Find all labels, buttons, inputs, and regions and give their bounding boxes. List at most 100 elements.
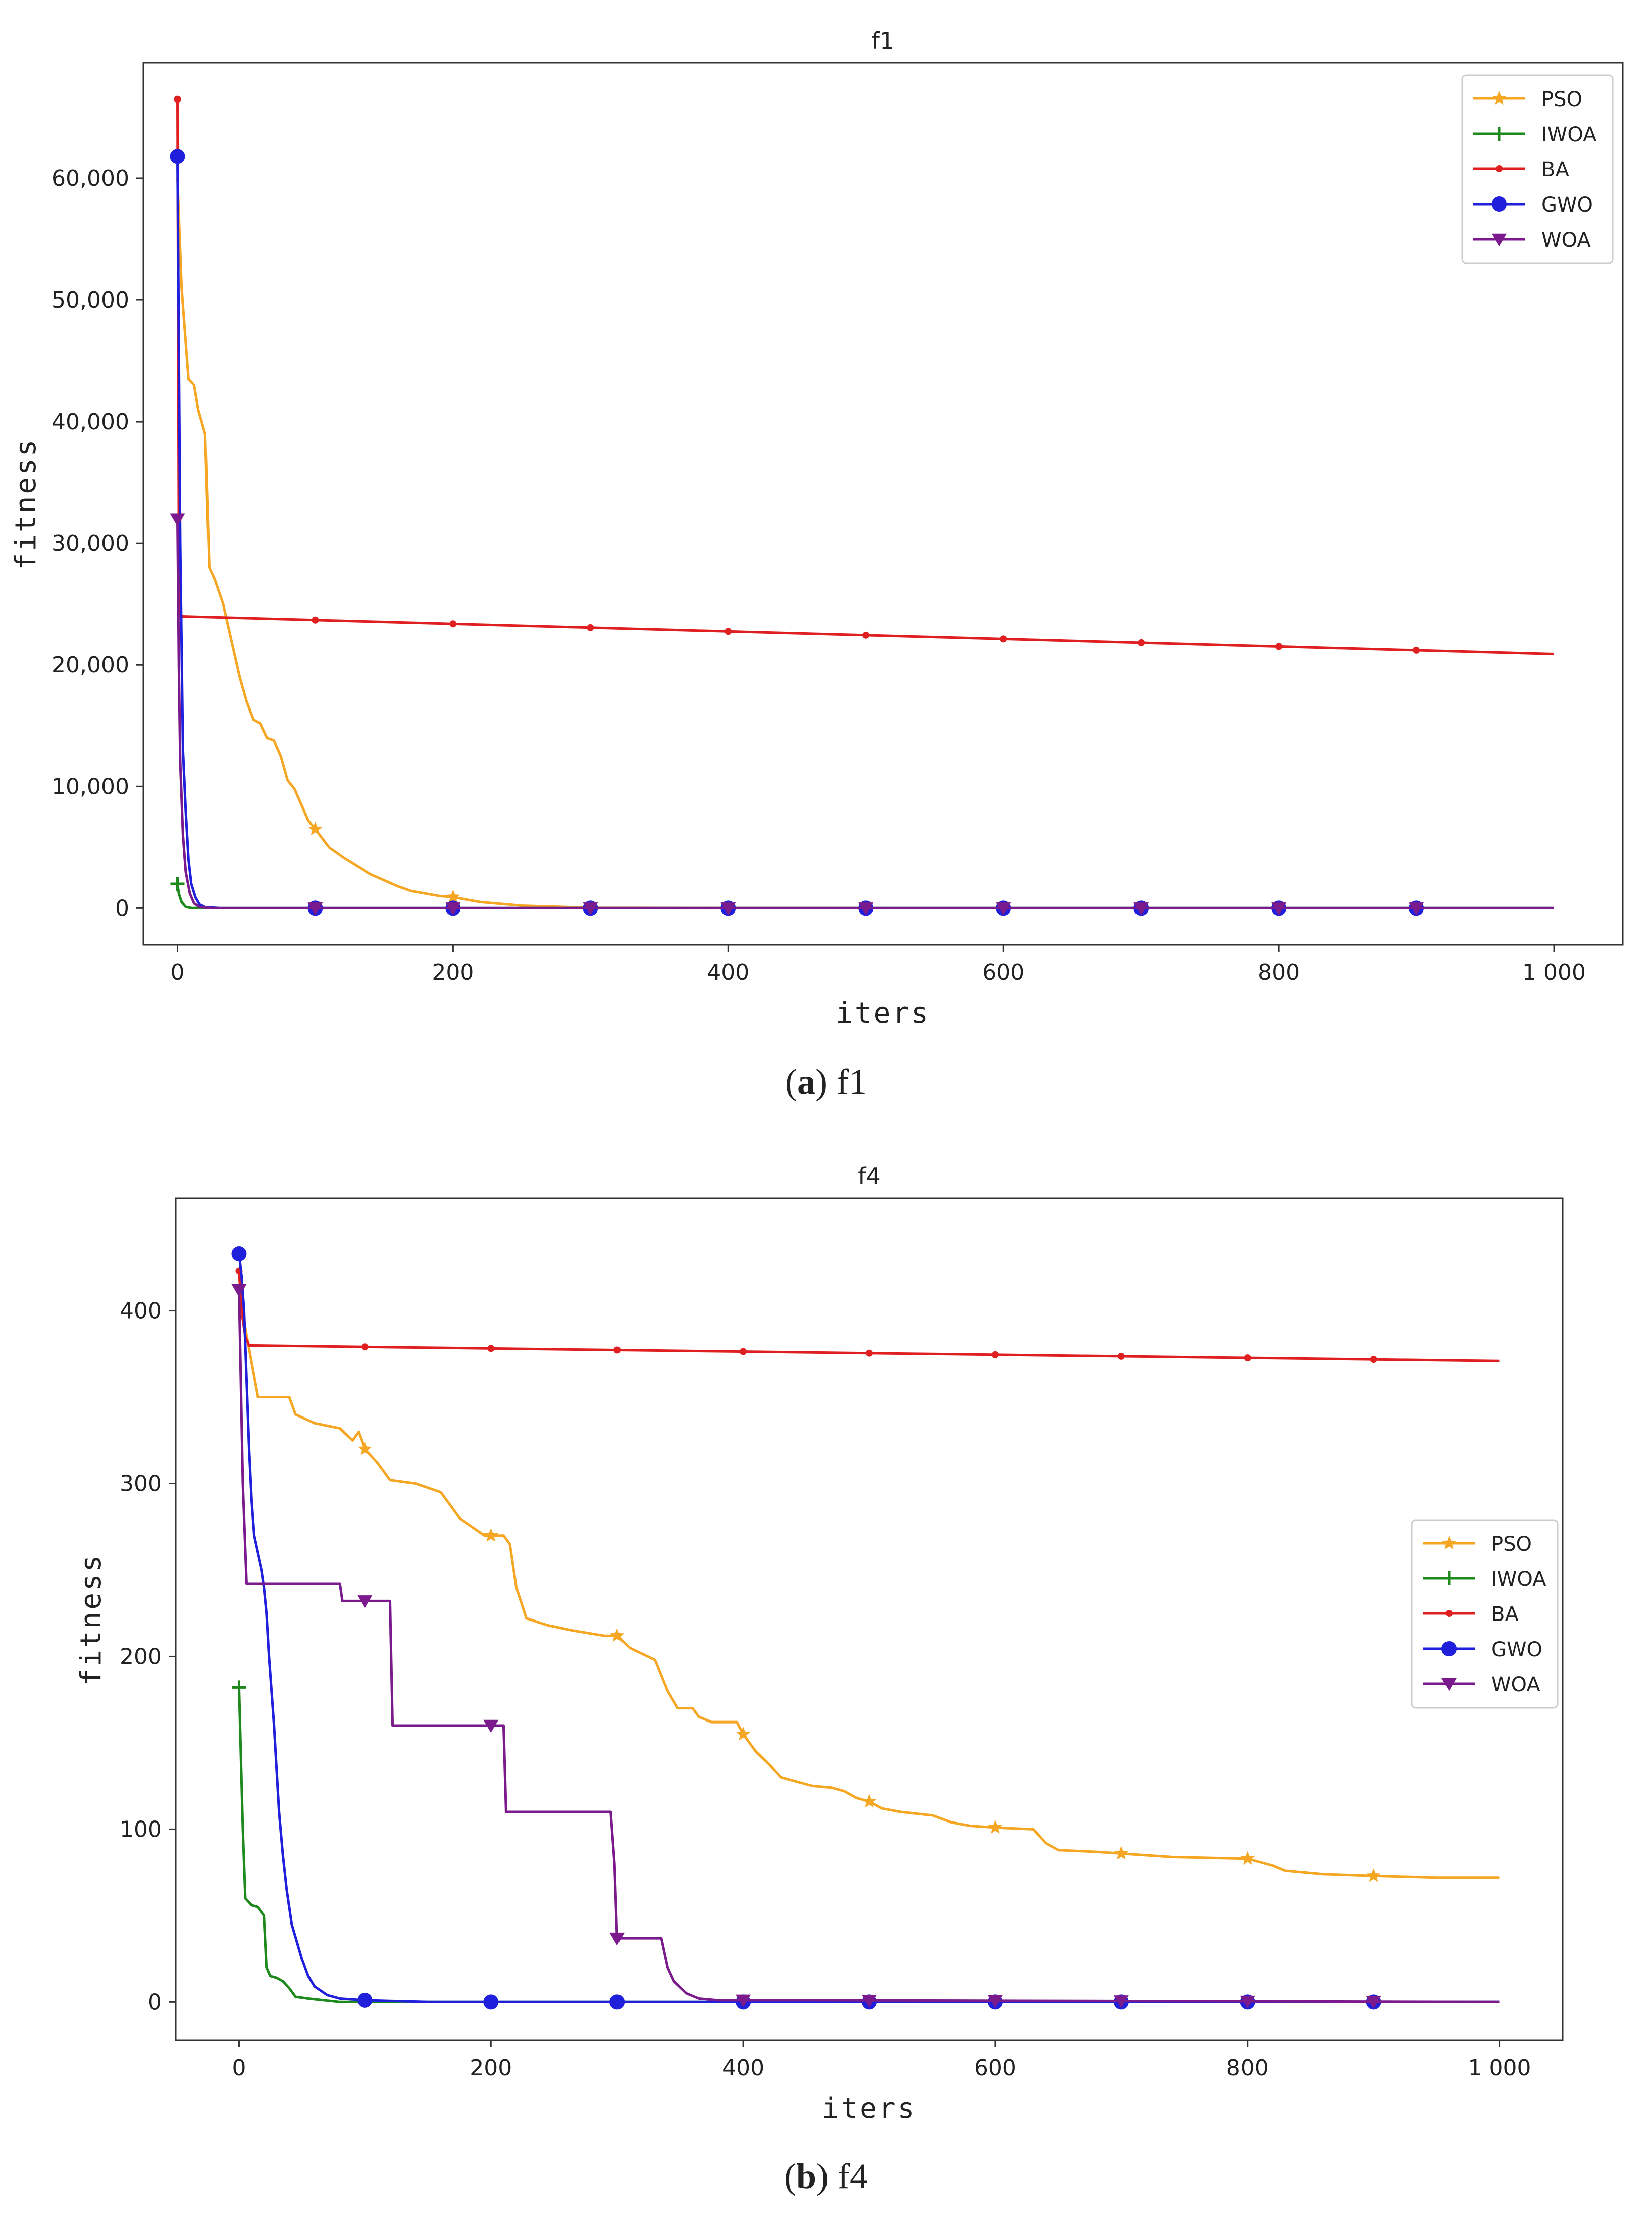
marker-ba [1117,1352,1125,1360]
x-tick-label: 1 000 [1468,2055,1531,2081]
marker-ba [613,1346,621,1354]
chart-f4: f4 0 200 400 600 800 1 000 0 100 200 300 400 iters fi… [75,1163,1564,2125]
marker-woa [583,902,598,916]
marker-woa [720,902,736,916]
legend-marker-pso [1441,1536,1457,1550]
marker-pso [308,822,323,836]
plot-area [170,95,1555,916]
legend-marker-ba [1446,1610,1453,1617]
marker-ba [866,1349,873,1357]
series-woa [231,1284,1500,2009]
marker-gwo [170,149,185,164]
y-axis-label: fitness [10,437,42,570]
marker-ba [725,628,732,635]
marker-woa [307,902,323,916]
marker-woa [231,1284,247,1297]
y-axis-label: fitness [75,1553,108,1685]
marker-ba [991,1351,999,1358]
legend: PSO IWOA BA GWO WOA [1461,74,1614,264]
series-line-pso [238,1276,1500,1879]
axes-frame [175,1197,1564,2041]
y-tick-label: 100 [120,1816,162,1842]
legend-label-pso: PSO [1491,1533,1532,1556]
marker-ba [174,95,181,103]
marker-ba [1413,646,1420,654]
legend-marker-pso [1492,91,1507,105]
marker-gwo [609,1994,625,2010]
legend-label-gwo: GWO [1491,1638,1542,1661]
series-line-woa [176,519,1554,909]
marker-woa [1113,1995,1129,2008]
series-line-woa [238,1290,1500,2003]
caption-a-letter: a [797,1062,816,1102]
marker-iwoa [232,1680,246,1695]
legend-marker-iwoa [1492,127,1506,141]
y-tick-label: 20,000 [52,652,129,678]
series-line-iwoa [238,1687,1500,2003]
marker-woa [736,1994,751,2008]
series-iwoa [232,1680,1500,2003]
marker-ba [487,1345,495,1352]
x-tick-label: 400 [707,960,749,985]
marker-woa [609,1932,625,1946]
legend-label-iwoa: IWOA [1491,1568,1546,1591]
legend: PSO IWOA BA GWO WOA [1411,1519,1559,1709]
x-tick-label: 600 [982,960,1024,985]
series-line-gwo [238,1253,1500,2003]
marker-woa [170,513,185,527]
marker-ba [1000,635,1007,643]
chart-title: f1 [872,27,894,54]
x-axis-label: iters [836,997,931,1030]
legend-marker-gwo [1441,1641,1457,1656]
marker-ba [312,616,319,624]
marker-ba [862,631,870,639]
legend-marker-ba [1496,165,1503,172]
marker-pso [446,889,460,903]
marker-pso [484,1528,498,1542]
y-tick-label: 10,000 [52,774,129,799]
marker-gwo [231,1246,247,1262]
marker-woa [445,902,461,916]
marker-ba [740,1348,747,1355]
legend-box [1411,1519,1559,1709]
marker-pso [358,1441,372,1455]
legend-box [1461,74,1614,264]
marker-pso [988,1820,1003,1834]
x-tick-label: 0 [232,2055,246,2081]
legend-label-gwo: GWO [1541,193,1593,217]
marker-gwo [357,1992,373,2008]
x-tick-label: 400 [722,2055,764,2081]
y-tick-label: 40,000 [52,409,129,435]
plot-area [231,1246,1500,2010]
marker-ba [1244,1354,1251,1362]
marker-ba [361,1343,369,1351]
marker-ba [1138,639,1145,646]
marker-ba [1370,1356,1377,1363]
caption-b-text: ) f4 [816,2156,868,2196]
caption-a: (a) f1 [785,1062,867,1102]
axes-frame [142,62,1624,946]
legend-marker-woa [1441,1678,1457,1691]
y-tick-label: 50,000 [52,287,129,313]
legend-label-pso: PSO [1541,88,1582,111]
marker-iwoa [170,876,185,891]
y-tick-label: 60,000 [52,166,129,191]
marker-pso [1366,1868,1381,1882]
x-tick-label: 800 [1258,960,1300,985]
x-tick-label: 1 000 [1522,960,1586,985]
marker-pso [736,1727,751,1741]
marker-ba [449,620,457,628]
legend-label-woa: WOA [1491,1673,1540,1696]
marker-woa [996,902,1011,916]
marker-woa [858,902,874,916]
marker-woa [1133,902,1149,916]
marker-ba [587,624,594,631]
y-tick-label: 300 [120,1471,162,1497]
x-axis-label: iters [822,2092,917,2125]
series-woa [170,513,1554,916]
marker-woa [1366,1996,1381,2009]
caption-a-text: ) f1 [815,1062,867,1102]
series-pso [238,1276,1500,1882]
x-tick-label: 800 [1226,2055,1269,2081]
caption-b: (b) f4 [784,2156,868,2196]
